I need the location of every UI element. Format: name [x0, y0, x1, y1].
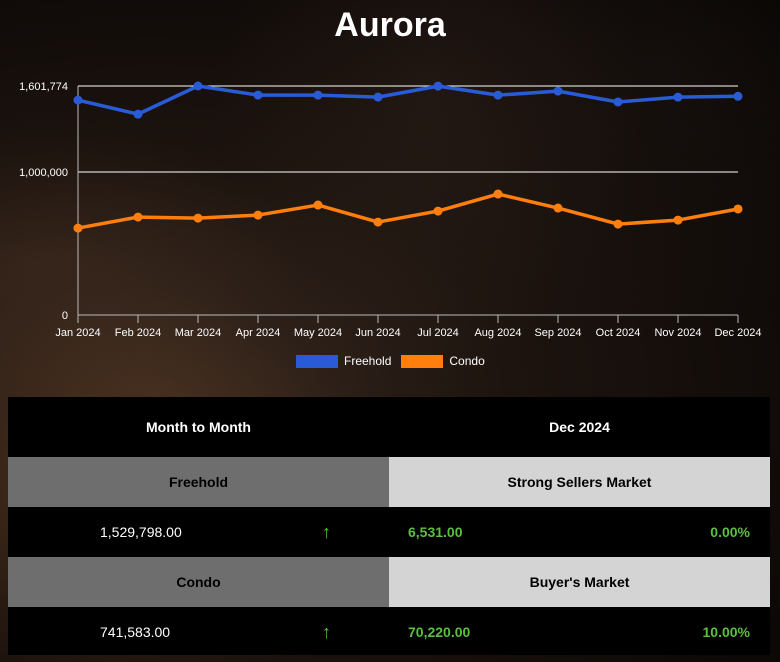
legend-item-condo[interactable]: Condo — [401, 354, 485, 368]
chart-series — [73, 81, 743, 233]
stats-header-row: Month to Month Dec 2024 — [8, 397, 770, 457]
arrow-up-icon: ↑ — [322, 621, 331, 642]
legend-swatch-freehold — [296, 354, 338, 368]
header-period: Dec 2024 — [549, 419, 610, 435]
percent-change: 0.00% — [710, 524, 750, 540]
svg-text:Jan 2024: Jan 2024 — [55, 327, 100, 339]
value-row-condo: 741,583.00 ↑ 70,220.00 10.00% — [8, 607, 770, 657]
legend-label: Condo — [449, 354, 485, 368]
svg-text:1,601,774: 1,601,774 — [19, 81, 68, 93]
svg-text:Dec 2024: Dec 2024 — [714, 327, 761, 339]
category-label: Condo — [8, 557, 389, 607]
svg-text:May 2024: May 2024 — [294, 327, 342, 339]
x-axis: Jan 2024 Feb 2024 Mar 2024 Apr 2024 May 2024… — [55, 314, 762, 339]
page-title: Aurora — [334, 6, 446, 44]
svg-text:Oct 2024: Oct 2024 — [596, 327, 641, 339]
svg-text:0: 0 — [62, 310, 68, 322]
line-chart: 0 1,000,000 1,601,774 Jan 2024 Feb 2024 Mar … — [19, 81, 762, 339]
svg-text:Nov 2024: Nov 2024 — [654, 327, 701, 339]
market-status: Strong Sellers Market — [389, 457, 770, 507]
market-stats-table: Month to Month Dec 2024 Freehold Strong … — [8, 397, 770, 655]
svg-text:1,000,000: 1,000,000 — [19, 167, 68, 179]
average-price: 741,583.00 — [100, 624, 171, 640]
market-status: Buyer's Market — [389, 557, 770, 607]
category-row-condo: Condo Buyer's Market — [8, 557, 770, 607]
legend-label: Freehold — [344, 354, 392, 368]
svg-text:Sep 2024: Sep 2024 — [534, 327, 581, 339]
price-change: 6,531.00 — [408, 524, 463, 540]
header-month-to-month: Month to Month — [146, 419, 251, 435]
category-label: Freehold — [8, 457, 389, 507]
percent-change: 10.00% — [702, 624, 750, 640]
svg-text:Mar 2024: Mar 2024 — [175, 327, 221, 339]
arrow-up-icon: ↑ — [322, 521, 331, 542]
chart-legend: Freehold Condo — [296, 354, 489, 368]
svg-text:Apr 2024: Apr 2024 — [236, 327, 281, 339]
chart-gridlines — [78, 85, 738, 173]
svg-text:Feb 2024: Feb 2024 — [115, 327, 161, 339]
svg-text:Jul 2024: Jul 2024 — [417, 327, 459, 339]
legend-swatch-condo — [401, 354, 444, 368]
legend-item-freehold[interactable]: Freehold — [296, 354, 391, 368]
value-row-freehold: 1,529,798.00 ↑ 6,531.00 0.00% — [8, 507, 770, 557]
svg-text:Aug 2024: Aug 2024 — [474, 327, 521, 339]
svg-text:Jun 2024: Jun 2024 — [355, 327, 400, 339]
category-row-freehold: Freehold Strong Sellers Market — [8, 457, 770, 507]
y-axis: 0 1,000,000 1,601,774 — [19, 81, 79, 322]
average-price: 1,529,798.00 — [100, 524, 182, 540]
price-change: 70,220.00 — [408, 624, 471, 640]
